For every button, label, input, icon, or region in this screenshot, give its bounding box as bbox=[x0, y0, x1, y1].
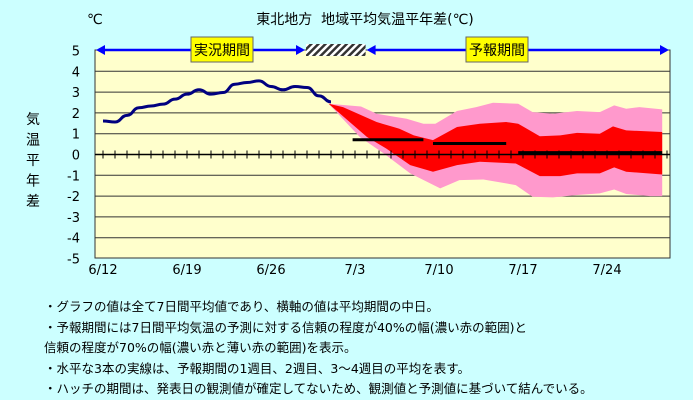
y-axis-label-char: 年 bbox=[26, 174, 40, 190]
observed-line bbox=[102, 79, 332, 124]
y-tick-label: 5 bbox=[72, 45, 80, 60]
y-tick-label: 3 bbox=[72, 86, 80, 101]
y-tick-label: 2 bbox=[72, 107, 80, 122]
x-tick-label: 7/17 bbox=[508, 263, 537, 278]
note-1: ・グラフの値は全て7日間平均値であり、横軸の値は平均期間の中日。 bbox=[44, 299, 439, 314]
note-5: ・ハッチの期間は、発表日の観測値が確定してないため、観測値と予測値に基づいて結ん… bbox=[44, 381, 593, 396]
y-tick-label: 0 bbox=[72, 149, 80, 164]
y-tick-label: 1 bbox=[72, 128, 80, 143]
arrow-right-icon bbox=[296, 45, 305, 55]
x-tick-label: 6/12 bbox=[88, 263, 117, 278]
x-tick-label: 7/3 bbox=[345, 263, 366, 278]
forecast-period-label: 予報期間 bbox=[469, 43, 525, 59]
x-tick-label: 6/26 bbox=[256, 263, 285, 278]
y-axis-label: 気温平年差 bbox=[26, 112, 40, 210]
note-4: ・水平な3本の実線は、予報期間の1週目、2週目、3～4週目の平均を表す。 bbox=[44, 360, 471, 376]
observed-period-label: 実況期間 bbox=[194, 43, 250, 59]
arrow-left-icon bbox=[96, 45, 105, 55]
y-tick-label: -4 bbox=[67, 232, 80, 247]
notes: ・グラフの値は全て7日間平均値であり、横軸の値は平均期間の中日。 ・予報期間には… bbox=[44, 297, 593, 400]
y-tick-label: -3 bbox=[67, 211, 80, 226]
y-tick-label: 4 bbox=[72, 65, 80, 80]
x-tick-label: 7/10 bbox=[424, 263, 453, 278]
temperature-anomaly-chart: ℃ 東北地方 地域平均気温平年差(℃) 気温平年差 5 4 3 2 1 0 -1 -2 -3 -4… bbox=[26, 12, 671, 278]
y-tick-label: -2 bbox=[67, 190, 80, 205]
note-2: ・予報期間には7日間平均気温の予測に対する信頼の程度が40%の幅(濃い赤の範囲)… bbox=[44, 319, 527, 335]
x-tick-label: 6/19 bbox=[172, 263, 201, 278]
forecast-period-label-box bbox=[465, 36, 529, 63]
band-40-percent bbox=[328, 103, 663, 177]
y-axis-label-char: 温 bbox=[26, 133, 40, 149]
y-axis-label-char: 差 bbox=[26, 194, 40, 210]
x-tick-label: 7/24 bbox=[592, 263, 621, 278]
unit-label: ℃ bbox=[87, 12, 103, 28]
y-axis-label-char: 平 bbox=[26, 153, 40, 169]
y-tick-label: -5 bbox=[67, 253, 80, 268]
note-3: 信頼の程度が70%の幅(濃い赤と薄い赤の範囲)を表示。 bbox=[44, 340, 357, 355]
y-axis-label-char: 気 bbox=[26, 112, 40, 128]
y-tick-label: -1 bbox=[67, 169, 80, 184]
observed-period-label-box bbox=[190, 36, 254, 63]
chart-title: 東北地方 地域平均気温平年差(℃) bbox=[256, 12, 474, 28]
arrow-left-icon bbox=[366, 45, 376, 55]
hatch-period bbox=[306, 44, 366, 56]
arrow-right-icon bbox=[660, 45, 669, 55]
